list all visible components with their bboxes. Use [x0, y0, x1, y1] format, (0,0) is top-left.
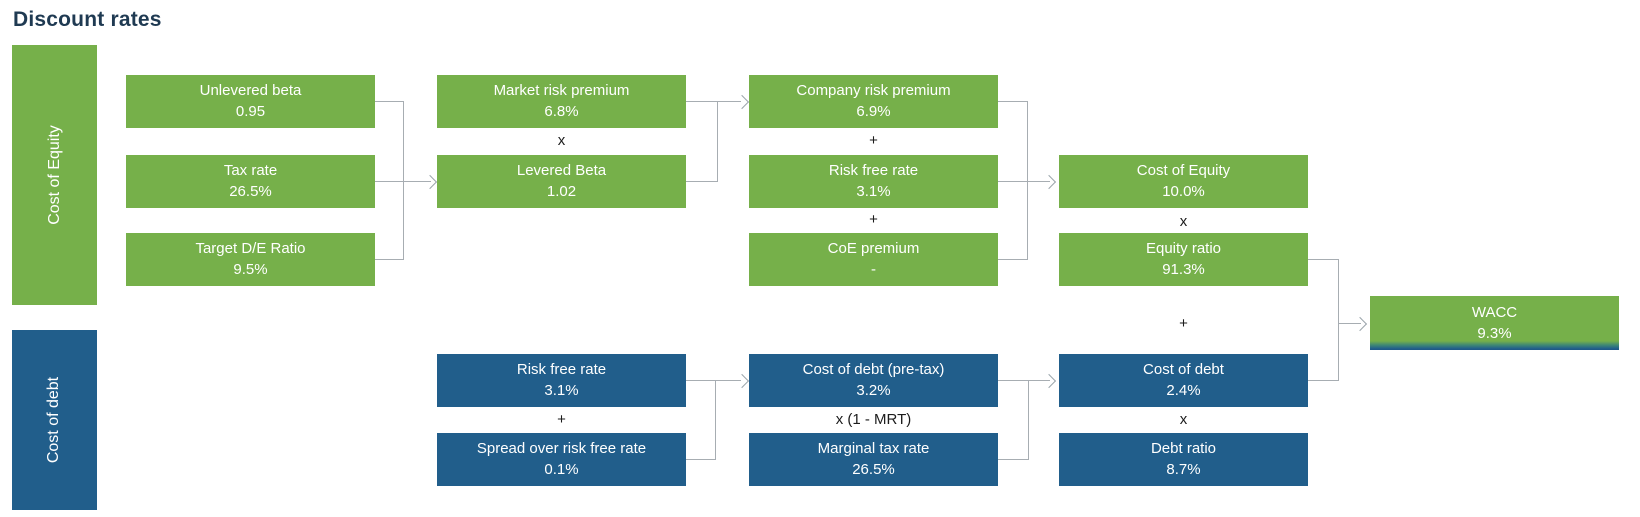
box-risk-free-rate-equity: Risk free rate 3.1%: [749, 155, 998, 208]
box-label: Risk free rate: [516, 361, 607, 378]
connector-line: [1338, 259, 1339, 381]
box-label: Market risk premium: [493, 82, 630, 99]
box-label: Unlevered beta: [199, 82, 302, 99]
box-value: 6.8%: [544, 103, 579, 120]
connector-line: [998, 181, 1050, 182]
arrowhead-icon: [422, 174, 438, 190]
connector-line: [998, 101, 1027, 102]
connector-line: [686, 380, 741, 381]
box-label: Cost of debt (pre-tax): [802, 361, 945, 378]
connector-line: [1028, 380, 1029, 460]
connector-line: [1308, 380, 1338, 381]
arrowhead-icon: [1041, 174, 1057, 190]
connector-line: [375, 181, 431, 182]
box-value: 3.2%: [856, 382, 891, 399]
connector-line: [686, 181, 717, 182]
operator-plus: +: [557, 411, 566, 428]
box-value: 91.3%: [1162, 261, 1205, 278]
sidebar-cost-of-debt-label: Cost of debt: [45, 376, 63, 464]
box-equity-ratio: Equity ratio 91.3%: [1059, 233, 1308, 286]
connector-line: [403, 101, 404, 260]
operator-plus-combine: +: [1179, 315, 1188, 332]
box-label: Risk free rate: [828, 162, 919, 179]
box-label: Target D/E Ratio: [195, 240, 306, 257]
box-market-risk-premium: Market risk premium 6.8%: [437, 75, 686, 128]
box-cost-of-equity: Cost of Equity 10.0%: [1059, 155, 1308, 208]
arrowhead-icon: [1352, 316, 1368, 332]
arrowhead-icon: [734, 94, 750, 110]
box-label: Spread over risk free rate: [476, 440, 647, 457]
operator-multiply: x: [557, 132, 566, 149]
box-value: -: [871, 261, 876, 278]
box-value: 26.5%: [852, 461, 895, 478]
box-value: 0.1%: [544, 461, 579, 478]
box-label: Tax rate: [223, 162, 278, 179]
box-company-risk-premium: Company risk premium 6.9%: [749, 75, 998, 128]
box-value: 9.5%: [233, 261, 268, 278]
connector-line: [686, 101, 741, 102]
box-label: CoE premium: [827, 240, 920, 257]
box-value: 10.0%: [1162, 183, 1205, 200]
box-label: Company risk premium: [796, 82, 951, 99]
connector-line: [375, 101, 403, 102]
connector-line: [1027, 101, 1028, 260]
sidebar-cost-of-equity: Cost of Equity: [12, 45, 97, 305]
box-tax-rate: Tax rate 26.5%: [126, 155, 375, 208]
box-value: 1.02: [546, 183, 577, 200]
box-label: Equity ratio: [1145, 240, 1222, 257]
box-label: Levered Beta: [516, 162, 607, 179]
box-cost-of-debt: Cost of debt 2.4%: [1059, 354, 1308, 407]
box-marginal-tax-rate: Marginal tax rate 26.5%: [749, 433, 998, 486]
box-risk-free-rate-debt: Risk free rate 3.1%: [437, 354, 686, 407]
box-label: Cost of debt: [1143, 361, 1224, 378]
box-wacc: WACC 9.3%: [1370, 296, 1619, 350]
box-debt-ratio: Debt ratio 8.7%: [1059, 433, 1308, 486]
operator-multiply-one-minus-mrt: x (1 - MRT): [835, 411, 912, 428]
connector-line: [1308, 259, 1338, 260]
connector-line: [998, 259, 1027, 260]
box-value: 3.1%: [856, 183, 891, 200]
operator-multiply: x: [1179, 411, 1188, 428]
connector-line: [998, 380, 1050, 381]
box-value: 2.4%: [1166, 382, 1201, 399]
box-value: 6.9%: [856, 103, 891, 120]
sidebar-cost-of-equity-label: Cost of Equity: [45, 125, 63, 225]
page-title: Discount rates: [13, 8, 162, 31]
connector-line: [375, 259, 403, 260]
connector-line: [998, 459, 1028, 460]
connector-line: [715, 380, 716, 460]
arrowhead-icon: [734, 373, 750, 389]
sidebar-cost-of-debt: Cost of debt: [12, 330, 97, 510]
box-value: 0.95: [235, 103, 266, 120]
box-cost-of-debt-pre-tax: Cost of debt (pre-tax) 3.2%: [749, 354, 998, 407]
box-value: 8.7%: [1166, 461, 1201, 478]
box-value: 9.3%: [1477, 324, 1512, 342]
box-label: Marginal tax rate: [817, 440, 930, 457]
box-coe-premium: CoE premium -: [749, 233, 998, 286]
box-label: Debt ratio: [1150, 440, 1217, 457]
operator-plus: +: [869, 211, 878, 228]
box-unlevered-beta: Unlevered beta 0.95: [126, 75, 375, 128]
operator-plus: +: [869, 132, 878, 149]
box-spread-over-risk-free-rate: Spread over risk free rate 0.1%: [437, 433, 686, 486]
connector-line: [686, 459, 715, 460]
connector-line: [717, 101, 718, 182]
operator-multiply: x: [1179, 213, 1188, 230]
box-value: 26.5%: [229, 183, 272, 200]
box-levered-beta: Levered Beta 1.02: [437, 155, 686, 208]
box-value: 3.1%: [544, 382, 579, 399]
arrowhead-icon: [1041, 373, 1057, 389]
box-label: WACC: [1471, 303, 1518, 321]
connector-line: [1338, 323, 1361, 324]
box-label: Cost of Equity: [1136, 162, 1231, 179]
box-target-de-ratio: Target D/E Ratio 9.5%: [126, 233, 375, 286]
